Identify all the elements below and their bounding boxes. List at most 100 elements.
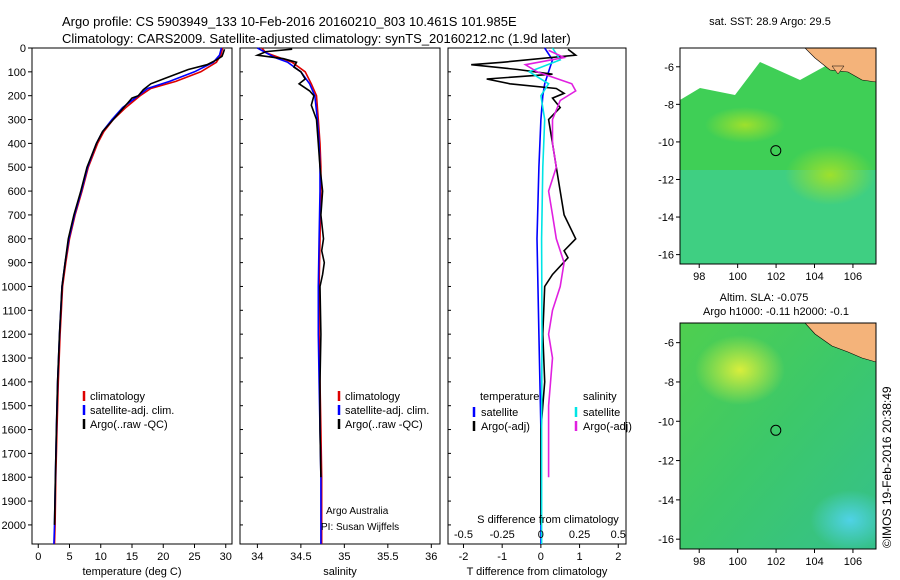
difference-top-tick-label: 0 [538,529,544,541]
salinity-panel: 34 34.5 35 35.5 36 salinity climatology satelli… [239,47,441,578]
map-y-tick-label: -6 [664,338,674,350]
x-tick-label: 20 [157,551,169,563]
salinity-annotation: PI: Susan Wijffels [321,522,399,533]
y-tick-label: 1800 [2,472,26,484]
y-tick-label: 1300 [2,353,26,365]
figure-title-line1: Argo profile: CS 5903949_133 10-Feb-2016… [62,14,517,29]
y-tick-label: 400 [8,138,26,150]
sst-land-sumatra [804,48,876,83]
difference-xlabel: T difference from climatology [467,566,608,578]
map-y-tick-label: -10 [658,137,674,149]
map-x-tick-label: 104 [805,271,823,283]
x-tick-label: 0 [538,551,544,563]
salinity-legend-label: Argo(..raw -QC) [345,419,423,431]
sst-map-axes: 98 100 102 104 106 -6 -8 -10 -12 -14 -16 [658,62,862,283]
x-tick-label: -2 [459,551,469,563]
y-tick-label: 2000 [2,520,26,532]
salinity-series-2 [254,48,326,478]
map-y-tick-label: -6 [664,62,674,74]
map-y-tick-label: -10 [658,416,674,428]
difference-legend-label: Argo(-adj) [583,421,632,433]
sla-map-axes: 98 100 102 104 106 -6 -8 -10 -12 -14 -16 [658,338,862,568]
map-x-tick-label: 98 [693,556,705,568]
sla-low-patch [810,490,876,549]
y-tick-label: 1900 [2,496,26,508]
sst-argo-position-marker [770,145,782,157]
difference-top-tick-label: 0.5 [611,529,626,541]
difference-series-2 [527,47,562,544]
difference-series-3 [523,49,577,478]
x-tick-label: 30 [220,551,232,563]
temperature-series-0 [53,47,224,545]
y-tick-label: 1000 [2,281,26,293]
salinity-series-1 [257,47,322,544]
temperature-series-1 [53,47,223,545]
x-tick-label: 35 [338,551,350,563]
y-tick-label: 600 [8,186,26,198]
difference-top-label: S difference from climatology [477,514,619,526]
difference-frame [447,47,627,545]
sst-map-panel: sat. SST: 28.9 Argo: 29.5 98 100 102 104 106… [658,16,877,283]
x-tick-label: 34.5 [290,551,311,563]
map-x-tick-label: 106 [844,556,862,568]
difference-top-tick-label: -0.25 [490,529,515,541]
map-x-tick-label: 106 [844,271,862,283]
salinity-legend-label: satellite-adj. clim. [345,405,429,417]
difference-legend-label: satellite [481,407,518,419]
y-tick-label: 300 [8,115,26,127]
temperature-panel: 0100200300400500600700800900100011001200… [2,43,233,578]
sla-land-sumatra [804,323,876,363]
sla-argo-position-marker [770,424,782,436]
y-tick-label: 800 [8,234,26,246]
x-tick-label: 10 [95,551,107,563]
x-tick-label: 36 [425,551,437,563]
y-tick-label: 900 [8,258,26,270]
map-y-tick-label: -16 [658,250,674,262]
x-tick-label: 35.5 [377,551,398,563]
y-tick-label: 1100 [2,305,26,317]
y-tick-label: 1500 [2,401,26,413]
map-y-tick-label: -8 [664,377,674,389]
y-tick-label: 700 [8,210,26,222]
difference-top-tick-label: 0.25 [569,529,590,541]
x-tick-label: 0 [35,551,41,563]
map-x-tick-label: 100 [728,556,746,568]
difference-top-tick-label: -0.5 [454,529,473,541]
salinity-xlabel: salinity [323,566,357,578]
map-x-tick-label: 104 [805,556,823,568]
map-y-tick-label: -12 [658,456,674,468]
sla-map-subtitle: Argo h1000: -0.11 h2000: -0.1 [703,306,849,318]
figure-title-line2: Climatology: CARS2009. Satellite-adjuste… [62,31,571,46]
y-tick-label: 1400 [2,377,26,389]
x-tick-label: -1 [497,551,507,563]
temperature-legend-label: Argo(..raw -QC) [90,419,168,431]
salinity-annotation: Argo Australia [326,506,389,517]
y-tick-label: 0 [20,43,26,55]
difference-legend-title: temperature [480,391,539,403]
difference-legend-label: Argo(-adj) [481,421,530,433]
sla-high-patch [695,335,785,405]
y-tick-label: 500 [8,162,26,174]
difference-series-0 [536,47,554,544]
x-tick-label: 25 [188,551,200,563]
sst-warm-patch-north [705,107,785,143]
salinity-series-0 [261,47,323,544]
salinity-legend-label: climatology [345,391,401,403]
x-tick-label: 34 [251,551,263,563]
sst-map-title: sat. SST: 28.9 Argo: 29.5 [709,16,831,28]
x-tick-label: 2 [615,551,621,563]
y-tick-label: 200 [8,91,26,103]
y-tick-label: 100 [8,67,26,79]
map-y-tick-label: -14 [658,495,674,507]
y-tick-label: 1600 [2,425,26,437]
temperature-series-2 [53,48,226,525]
map-x-tick-label: 100 [728,271,746,283]
map-x-tick-label: 102 [767,556,785,568]
x-tick-label: 1 [577,551,583,563]
difference-legend-label: satellite [583,407,620,419]
map-y-tick-label: -8 [664,99,674,111]
y-tick-label: 1700 [2,448,26,460]
sst-land-island [831,65,845,75]
map-y-tick-label: -16 [658,534,674,546]
